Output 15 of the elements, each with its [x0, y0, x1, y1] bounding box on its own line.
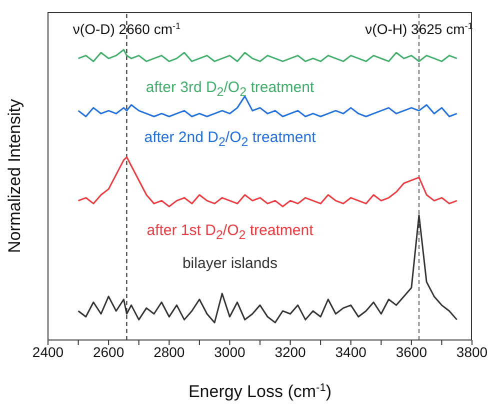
x-tick-label: 3000 [214, 344, 246, 360]
series-label: after 1st D$_{2}$/O$_{2}$ treatment [146, 222, 314, 244]
series-label: after 2nd D$_{2}$/O$_{2}$ treatment [143, 128, 317, 151]
x-tick-label: 3400 [335, 344, 367, 360]
ref-line-label: ν(O-D) 2660 cm$^{-1}$ [72, 21, 181, 37]
series-label: after 3rd D$_{2}$/O$_{2}$ treatment [144, 79, 316, 102]
x-tick-label: 2600 [92, 344, 124, 360]
x-axis-title: Energy Loss (cm$^{-1}$) [188, 382, 332, 401]
x-tick-label: 2400 [32, 344, 64, 360]
x-tick-label: 3800 [456, 344, 488, 360]
x-tick-label: 3600 [396, 344, 428, 360]
x-tick-label: 3200 [274, 344, 306, 360]
x-tick-label: 2800 [154, 344, 185, 360]
y-axis-title: Normalized Intensity [5, 98, 24, 254]
text: bilayer islands [181, 254, 279, 273]
